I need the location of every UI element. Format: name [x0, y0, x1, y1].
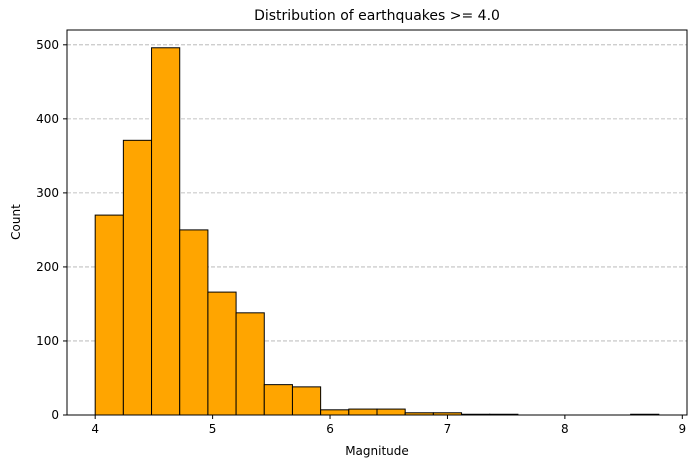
y-tick-label: 300	[36, 186, 59, 200]
y-tick-label: 0	[51, 408, 59, 422]
histogram-bar	[122, 139, 153, 416]
chart-title: Distribution of earthquakes >= 4.0	[254, 8, 500, 24]
x-tick-label: 7	[444, 422, 452, 436]
histogram-bar	[376, 408, 406, 416]
histogram-bar	[179, 229, 209, 416]
x-axis-label: Magnitude	[345, 444, 409, 458]
histogram-bar	[235, 312, 265, 416]
x-tick-label: 4	[91, 422, 99, 436]
y-tick-label: 500	[36, 38, 59, 52]
x-tick-label: 8	[561, 422, 569, 436]
y-axis-ticks: 0 100 200 300 400 500	[36, 38, 67, 422]
x-tick-label: 6	[326, 422, 334, 436]
histogram-bar	[263, 384, 293, 416]
histogram-bar	[151, 47, 181, 416]
histogram-bar	[94, 214, 124, 416]
y-tick-label: 400	[36, 112, 59, 126]
y-axis-label: Count	[9, 204, 23, 240]
y-tick-label: 200	[36, 260, 59, 274]
plot-frame	[66, 29, 688, 416]
x-tick-label: 5	[209, 422, 217, 436]
histogram-bar	[320, 409, 350, 416]
histogram-bar	[207, 291, 237, 416]
x-tick-label: 9	[678, 422, 686, 436]
histogram-bar	[291, 386, 322, 416]
x-axis-ticks: 4 5 6 7 8 9	[91, 415, 686, 436]
bars	[94, 47, 660, 416]
histogram-bar	[348, 408, 378, 416]
y-tick-label: 100	[36, 334, 59, 348]
